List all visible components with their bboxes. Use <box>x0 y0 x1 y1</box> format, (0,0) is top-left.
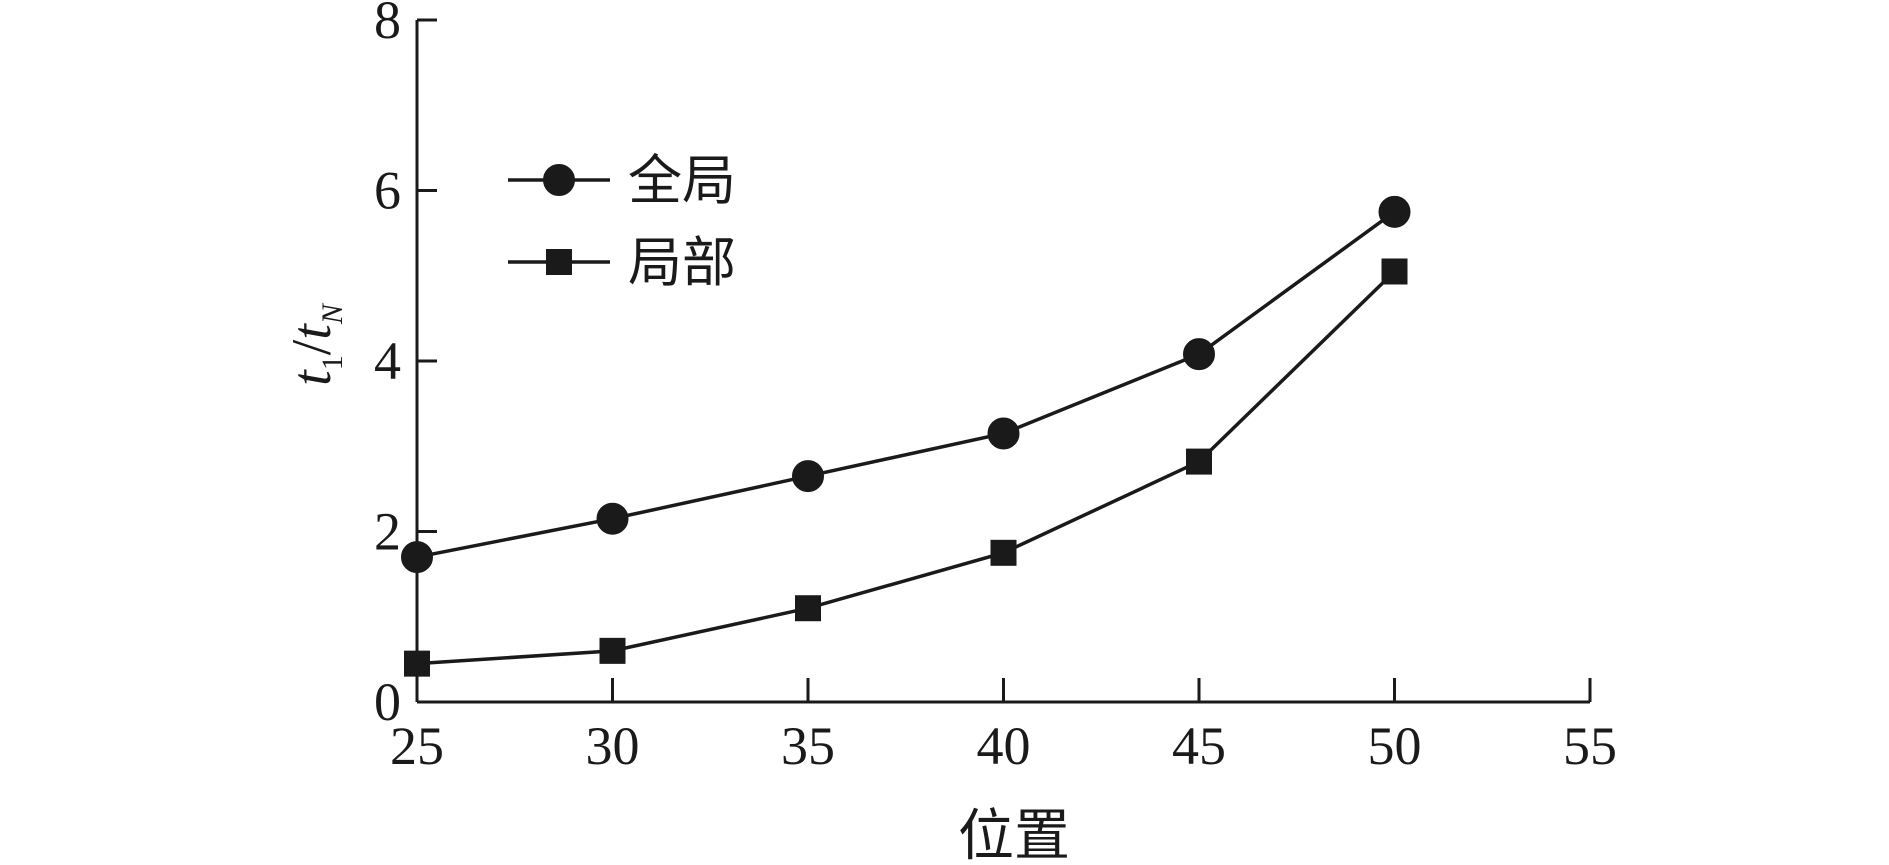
legend-label: 全局 <box>628 151 736 211</box>
legend-marker-square <box>546 249 572 275</box>
legend-label: 局部 <box>628 233 736 293</box>
data-point-circle <box>401 541 433 574</box>
x-axis-title: 位置 <box>958 806 1070 865</box>
y-tick-label: 8 <box>374 0 401 50</box>
data-point-circle <box>1378 195 1411 228</box>
y-tick-label: 6 <box>374 161 401 221</box>
axes <box>415 20 1590 704</box>
series-line <box>416 270 1396 666</box>
y-tick-label: 2 <box>374 502 401 562</box>
data-point-square <box>599 637 626 664</box>
data-point-square <box>1186 448 1212 475</box>
data-point-circle <box>596 502 629 535</box>
x-tick-label: 30 <box>586 716 640 776</box>
x-tick-label: 55 <box>1563 716 1617 776</box>
x-tick-label: 50 <box>1368 716 1422 776</box>
y-tick-label: 4 <box>374 331 401 391</box>
data-point-circle <box>1183 338 1215 371</box>
x-tick-label: 40 <box>977 716 1031 776</box>
legend-item: 全局 <box>508 151 736 211</box>
data-point-square <box>795 595 821 622</box>
series-2 <box>404 258 1408 677</box>
x-tick-label: 35 <box>781 716 835 776</box>
series-group <box>401 195 1411 677</box>
series-line <box>416 210 1396 559</box>
legend-marker-circle <box>543 164 575 196</box>
data-point-square <box>990 539 1017 566</box>
data-point-circle <box>792 460 824 493</box>
x-tick-label: 45 <box>1172 716 1226 776</box>
ticks: 0 2 4 6 8 25 30 35 40 45 50 55 <box>374 0 1617 776</box>
legend-item: 局部 <box>508 233 736 293</box>
series-1 <box>401 195 1411 574</box>
y-tick-label: 0 <box>374 672 401 732</box>
data-point-square <box>1381 258 1408 285</box>
data-point-circle <box>987 417 1020 450</box>
x-tick-label: 25 <box>390 716 444 776</box>
y-axis-title: t1/tN <box>281 302 349 386</box>
data-point-square <box>404 650 430 677</box>
